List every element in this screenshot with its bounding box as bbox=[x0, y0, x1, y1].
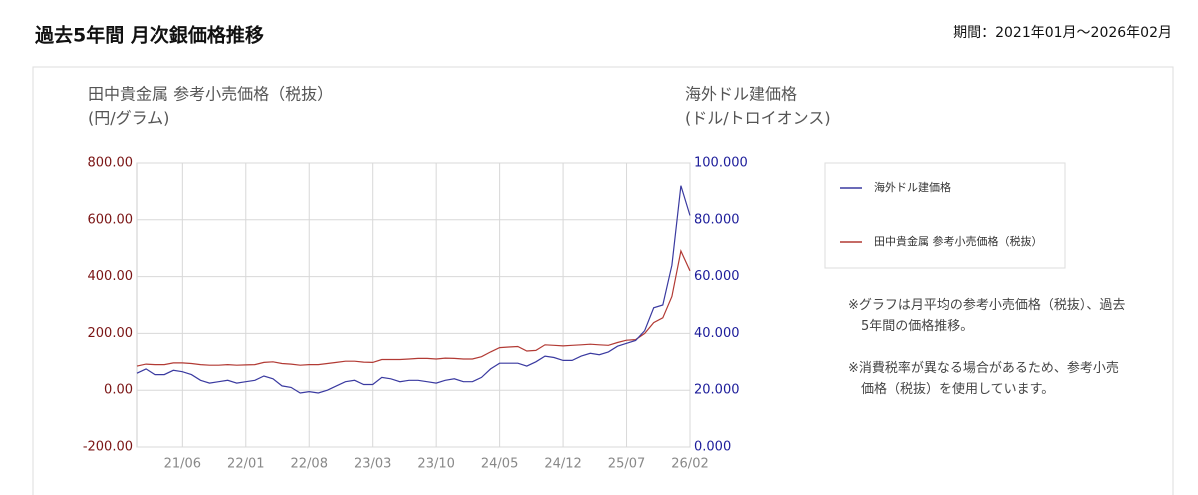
note: ※消費税率が異なる場合があるため、参考小売価格（税抜）を使用しています。 bbox=[848, 361, 1119, 397]
x-tick-label: 22/08 bbox=[291, 457, 328, 472]
period: 期間：2021年01月〜2026年02月 bbox=[953, 25, 1172, 41]
y2-tick-label: 0.000 bbox=[694, 440, 731, 455]
y-tick-label: 800.00 bbox=[88, 156, 134, 171]
plot-area bbox=[136, 162, 691, 448]
chart-title: 過去5年間 月次銀価格推移 bbox=[35, 24, 264, 47]
y-tick-label: 600.00 bbox=[88, 212, 134, 227]
y2-tick-label: 20.000 bbox=[694, 383, 740, 398]
series-line bbox=[136, 249, 691, 367]
y2-tick-label: 100.000 bbox=[694, 156, 748, 171]
series-line bbox=[136, 185, 691, 394]
x-tick-label: 24/12 bbox=[544, 457, 581, 472]
x-tick-label: 25/07 bbox=[608, 457, 645, 472]
y2-tick-label: 60.000 bbox=[694, 269, 740, 284]
x-tick-label: 23/03 bbox=[354, 457, 391, 472]
y-tick-label: 0.00 bbox=[104, 383, 133, 398]
x-tick-label: 26/02 bbox=[671, 457, 708, 472]
legend-label: 田中貴金属 参考小売価格（税抜） bbox=[874, 234, 1043, 248]
y2-axis-title: 海外ドル建価格 bbox=[685, 85, 797, 104]
y2-tick-label: 40.000 bbox=[694, 326, 740, 341]
y2-tick-label: 80.000 bbox=[694, 212, 740, 227]
legend-label: 海外ドル建価格 bbox=[874, 180, 951, 194]
y-tick-label: -200.00 bbox=[83, 440, 133, 455]
note: ※グラフは月平均の参考小売価格（税抜）、過去5年間の価格推移。 bbox=[848, 298, 1126, 334]
x-tick-label: 22/01 bbox=[227, 457, 264, 472]
x-tick-label: 21/06 bbox=[164, 457, 201, 472]
y-tick-label: 200.00 bbox=[88, 326, 134, 341]
y2-axis-unit: (ドル/トロイオンス) bbox=[685, 109, 831, 128]
y-tick-label: 400.00 bbox=[88, 269, 134, 284]
y-axis-unit: (円/グラム) bbox=[88, 109, 169, 128]
y-axis-title: 田中貴金属 参考小売価格（税抜） bbox=[88, 85, 333, 104]
panel bbox=[32, 66, 1174, 495]
legend-box bbox=[824, 162, 1066, 269]
x-tick-label: 23/10 bbox=[417, 457, 454, 472]
x-tick-label: 24/05 bbox=[481, 457, 518, 472]
